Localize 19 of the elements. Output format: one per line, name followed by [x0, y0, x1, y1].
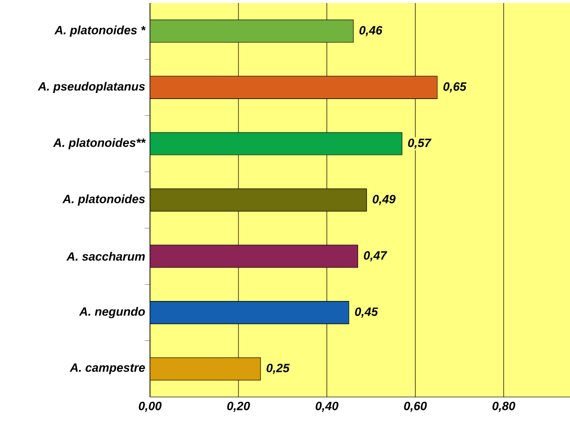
y-tick-label: A. campestre [70, 363, 145, 374]
data-label: 0,46 [359, 26, 382, 36]
x-tick-label: 0,60 [404, 402, 427, 412]
data-label: 0,47 [364, 251, 388, 262]
x-tick-label: 0,20 [227, 402, 250, 412]
y-tick-label: A. platonoides [62, 194, 145, 206]
x-tick-label: 0,00 [138, 402, 162, 412]
data-label: 0,45 [355, 307, 378, 318]
y-tick-label: A. pseudoplatanus [38, 82, 145, 94]
x-tick-label: 0,40 [316, 402, 338, 412]
data-label: 0,49 [372, 194, 396, 206]
x-tick-label: 0,80 [492, 402, 516, 412]
y-tick-label: A. platonoides** [53, 138, 146, 150]
y-tick-label: A. platonoides * [54, 26, 146, 37]
data-label: 0,57 [408, 138, 432, 149]
y-tick-label: A. negundo [79, 306, 145, 318]
data-label: 0,65 [443, 82, 466, 93]
data-label: 0,25 [266, 364, 290, 374]
y-tick-label: A. saccharum [66, 252, 145, 261]
